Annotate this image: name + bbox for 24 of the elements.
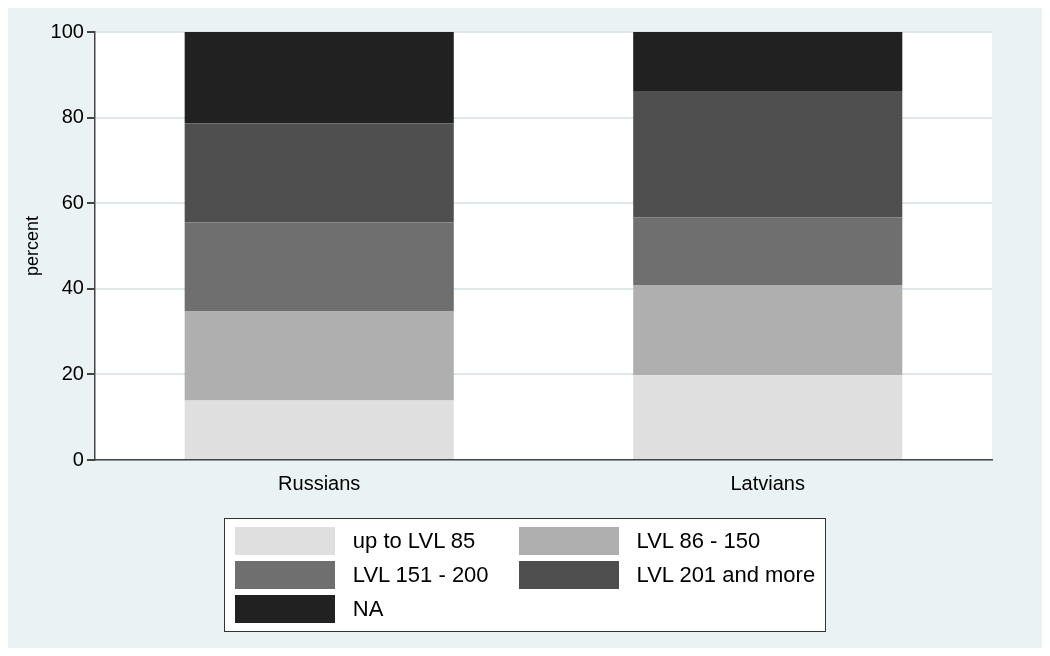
y-tick-label: 40	[61, 276, 84, 299]
bar	[633, 375, 903, 459]
y-tick-label: 80	[61, 105, 84, 128]
x-tick-label: Russians	[278, 471, 361, 494]
bar	[184, 123, 454, 223]
legend-label: LVL 86 - 150	[636, 528, 761, 554]
bar	[633, 91, 903, 218]
y-tick-label: 20	[61, 361, 84, 384]
y-tick-label: 100	[50, 19, 84, 42]
bar	[184, 222, 454, 312]
bar	[184, 311, 454, 401]
legend-label: up to LVL 85	[352, 528, 476, 554]
y-tick-label: 60	[61, 190, 84, 213]
bar	[184, 32, 454, 124]
y-axis-title: percent	[21, 215, 42, 277]
bar	[633, 284, 903, 376]
bar	[633, 32, 903, 92]
bar	[184, 400, 454, 459]
legend-label: LVL 151 - 200	[352, 562, 489, 588]
legend-label: LVL 201 and more	[636, 562, 816, 588]
y-tick-label: 0	[72, 447, 84, 470]
bar	[633, 217, 903, 285]
legend-label: NA	[352, 596, 384, 622]
x-tick-label: Latvians	[730, 471, 805, 494]
